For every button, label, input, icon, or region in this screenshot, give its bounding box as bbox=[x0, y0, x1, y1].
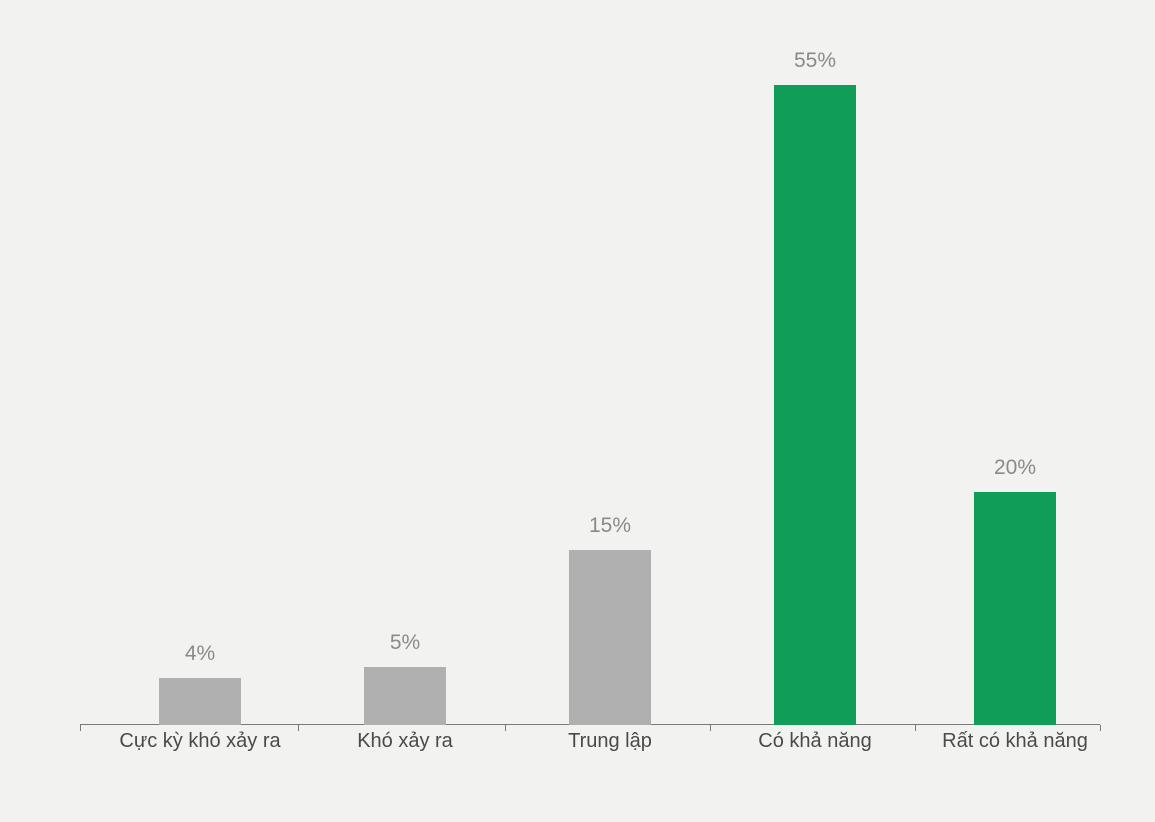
bar-value-label: 20% bbox=[994, 456, 1036, 480]
x-axis-tick bbox=[1100, 725, 1101, 731]
category-label: Có khả năng bbox=[758, 730, 871, 753]
bar bbox=[159, 678, 241, 725]
bar bbox=[974, 492, 1056, 725]
x-axis-tick bbox=[80, 725, 81, 731]
bar-value-label: 5% bbox=[390, 631, 420, 655]
bar-value-label: 55% bbox=[794, 49, 836, 73]
category-label: Khó xảy ra bbox=[357, 730, 453, 753]
x-axis-tick bbox=[710, 725, 711, 731]
category-label: Rất có khả năng bbox=[942, 730, 1088, 753]
bar bbox=[364, 667, 446, 725]
bar bbox=[569, 550, 651, 725]
x-axis-tick bbox=[298, 725, 299, 731]
bar-value-label: 4% bbox=[185, 642, 215, 666]
bar-chart: 4%Cực kỳ khó xảy ra5%Khó xảy ra15%Trung … bbox=[80, 85, 1100, 725]
category-label: Trung lập bbox=[568, 730, 652, 753]
x-axis-tick bbox=[505, 725, 506, 731]
category-label: Cực kỳ khó xảy ra bbox=[119, 730, 280, 753]
bar bbox=[774, 85, 856, 725]
x-axis-tick bbox=[915, 725, 916, 731]
bar-value-label: 15% bbox=[589, 514, 631, 538]
